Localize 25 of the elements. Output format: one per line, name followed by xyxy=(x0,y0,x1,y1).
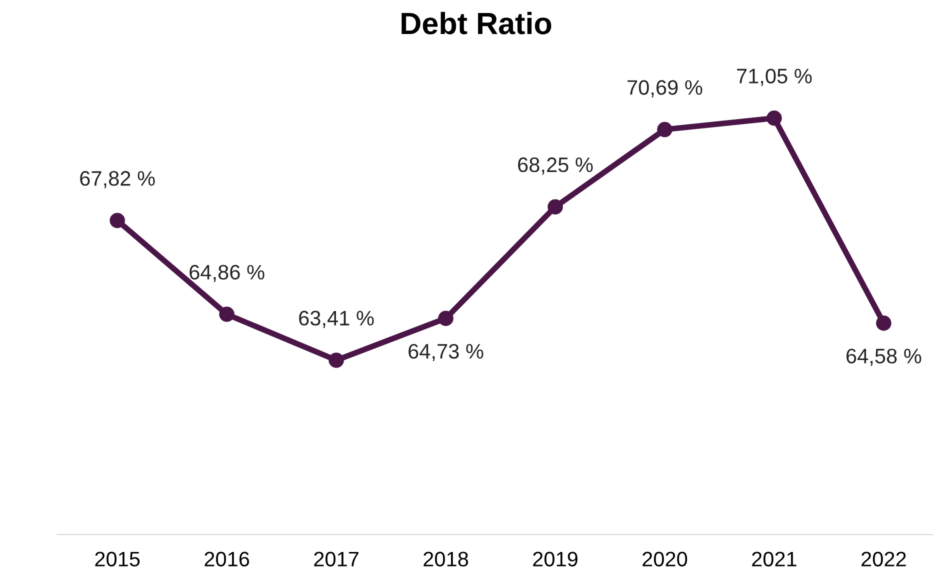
x-tick-label: 2015 xyxy=(95,552,140,566)
point xyxy=(548,199,563,214)
data-label: 64,58 % xyxy=(846,348,922,366)
point xyxy=(438,310,454,326)
data-label: 70,69 % xyxy=(628,80,702,98)
x-tick-label: 2022 xyxy=(862,552,906,566)
data-label: 71,05 % xyxy=(737,68,812,86)
data-label: 63,41 % xyxy=(299,310,374,328)
x-tick-label: 2016 xyxy=(204,552,250,566)
point xyxy=(328,352,344,368)
point xyxy=(876,316,892,331)
data-label: 67,82 % xyxy=(80,171,155,188)
x-tick-label: 2018 xyxy=(424,552,468,566)
x-tick-label: 2020 xyxy=(642,552,688,566)
x-tick-label: 2019 xyxy=(533,552,578,566)
x-tick-label: 2021 xyxy=(752,552,796,566)
x-tick-label: 2017 xyxy=(314,552,358,566)
point xyxy=(766,110,782,126)
point xyxy=(657,122,672,138)
chart-title: Debt Ratio xyxy=(402,12,552,34)
data-label: 64,86 % xyxy=(190,264,264,282)
point xyxy=(110,212,125,228)
data-label: 64,73 % xyxy=(408,344,484,362)
data-label: 68,25 % xyxy=(518,157,593,175)
point xyxy=(219,306,234,322)
